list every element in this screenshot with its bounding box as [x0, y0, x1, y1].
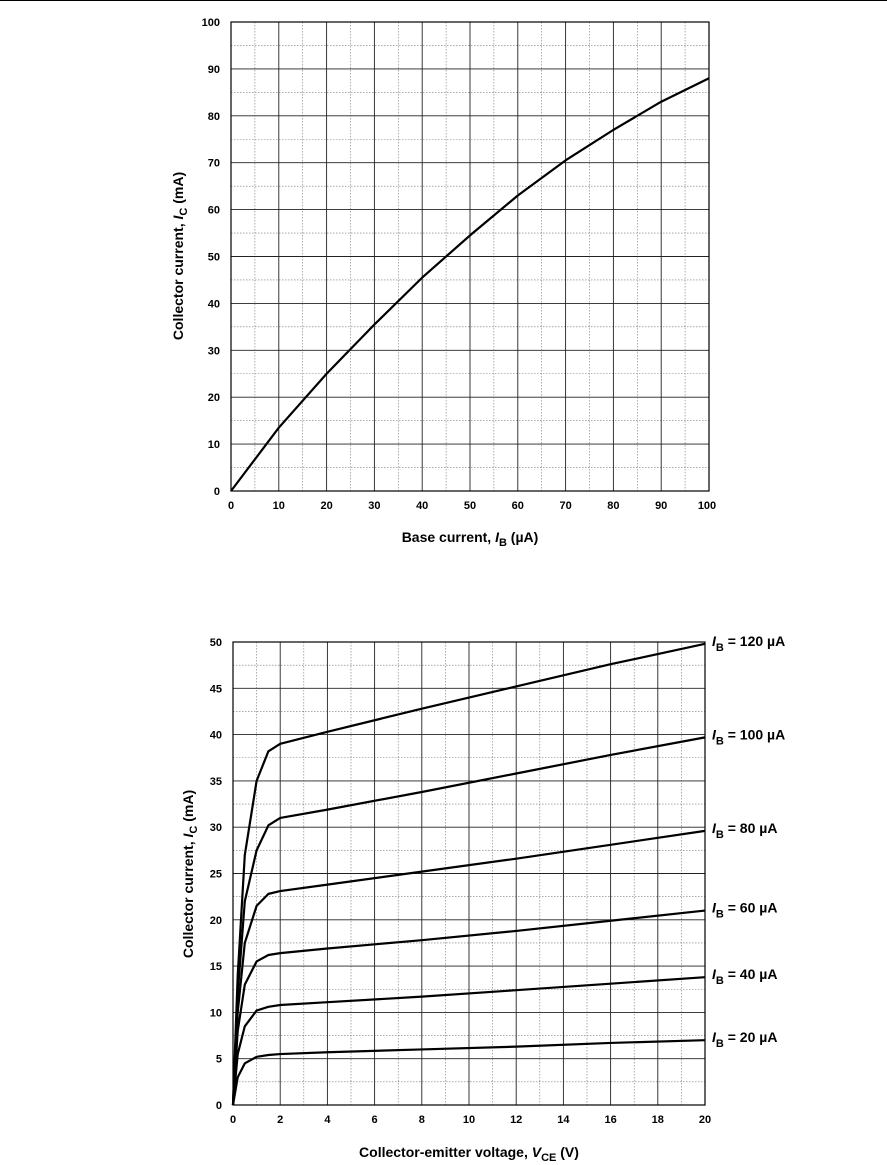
- x-tick-label: 16: [604, 1114, 616, 1126]
- y-tick-label: 20: [208, 392, 220, 404]
- x-tick-label: 4: [324, 1114, 331, 1126]
- y-tick-label: 70: [208, 158, 220, 170]
- y-axis-label: Collector current, IC (mA): [180, 790, 200, 958]
- x-tick-label: 0: [228, 500, 234, 512]
- x-tick-label: 50: [464, 500, 476, 512]
- y-tick-label: 35: [210, 776, 222, 788]
- x-tick-label: 0: [230, 1114, 236, 1126]
- plot-frame: [230, 21, 710, 492]
- x-tick-label: 60: [512, 500, 524, 512]
- y-tick-label: 60: [208, 205, 220, 217]
- series-line: [231, 976, 706, 1106]
- series-line: [231, 1039, 706, 1106]
- y-tick-label: 50: [210, 637, 222, 649]
- y-tick-label: 5: [216, 1054, 222, 1066]
- x-tick-label: 80: [607, 500, 619, 512]
- x-tick-label: 90: [655, 500, 667, 512]
- x-tick-label: 8: [419, 1114, 425, 1126]
- series-label: IB = 80 µA: [712, 820, 777, 841]
- y-tick-label: 20: [210, 915, 222, 927]
- x-tick-label: 20: [320, 500, 332, 512]
- page-top-rule: [0, 0, 887, 1]
- y-tick-label: 30: [208, 345, 220, 357]
- series-label: IB = 40 µA: [712, 966, 777, 987]
- plot-frame: [232, 641, 706, 1106]
- series-line: [231, 829, 706, 1106]
- ic-vs-ib-chart: 0 10 20 30 40 50 60 70 80 90 100 0 10 20 30 40 50 60 70 80 9…: [170, 17, 716, 549]
- y-tick-label: 90: [208, 64, 220, 76]
- x-tick-label: 6: [372, 1114, 378, 1126]
- y-tick-label: 80: [208, 111, 220, 123]
- x-tick-label: 18: [652, 1114, 664, 1126]
- x-tick-label: 10: [273, 500, 285, 512]
- y-tick-label: 45: [210, 683, 222, 695]
- series-label: IB = 60 µA: [712, 900, 777, 921]
- x-tick-label: 2: [277, 1114, 283, 1126]
- x-tick-label: 100: [698, 500, 716, 512]
- y-tick-label: 25: [210, 869, 222, 881]
- y-tick-label: 0: [214, 486, 220, 498]
- y-tick-label: 10: [210, 1007, 222, 1019]
- series-label: IB = 100 µA: [712, 726, 785, 747]
- x-tick-label: 10: [463, 1114, 475, 1126]
- x-axis-label: Base current, IB (µA): [402, 529, 539, 549]
- y-tick-label: 40: [210, 730, 222, 742]
- series-label: IB = 120 µA: [712, 633, 785, 654]
- x-tick-label: 40: [416, 500, 428, 512]
- x-axis-label: Collector-emitter voltage, VCE (V): [359, 1144, 579, 1164]
- y-tick-label: 30: [210, 822, 222, 834]
- x-tick-label: 70: [559, 500, 571, 512]
- series-line: [231, 736, 706, 1106]
- x-tick-label: 20: [699, 1114, 711, 1126]
- y-tick-label: 50: [208, 252, 220, 264]
- grid: [230, 21, 710, 492]
- x-tick-label: 30: [368, 500, 380, 512]
- y-tick-label: 100: [202, 17, 220, 29]
- y-tick-label: 15: [210, 961, 222, 973]
- y-tick-label: 0: [216, 1100, 222, 1112]
- y-tick-label: 40: [208, 298, 220, 310]
- x-tick-label: 12: [510, 1114, 522, 1126]
- x-tick-label: 14: [557, 1114, 570, 1126]
- series-line: [231, 909, 706, 1106]
- y-axis-label: Collector current, IC (mA): [170, 172, 190, 340]
- series-label: IB = 20 µA: [712, 1029, 777, 1050]
- series-line: [230, 77, 710, 492]
- ic-vs-vce-chart: 0 2 4 6 8 10 12 14 16 18 20 0 5 10 15 20 25 30 35 40 45 50 Col…: [180, 633, 785, 1164]
- series-line: [231, 642, 706, 1106]
- y-tick-label: 10: [208, 439, 220, 451]
- grid: [232, 641, 706, 1106]
